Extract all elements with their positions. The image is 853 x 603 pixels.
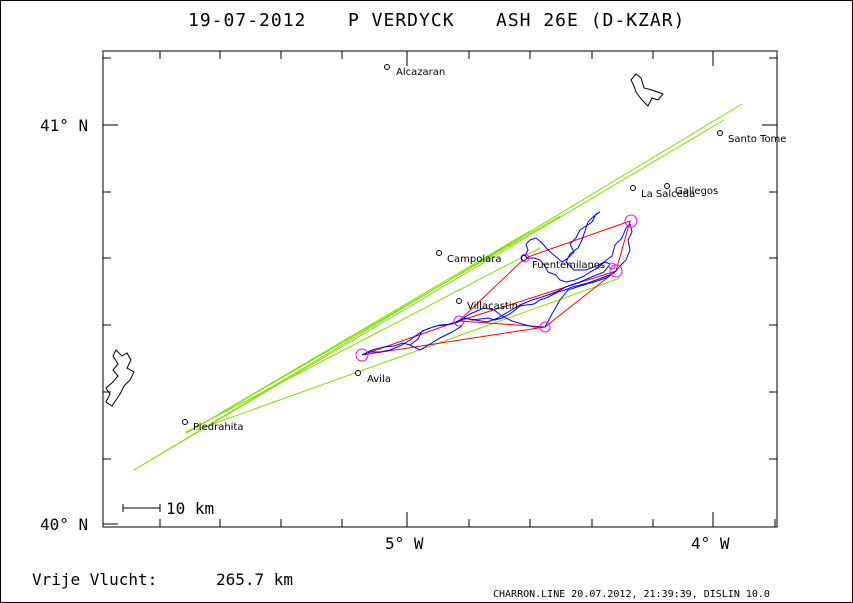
- place-avila: Avila: [355, 370, 391, 385]
- svg-text:La Salceda: La Salceda: [641, 189, 695, 200]
- turnpoint-3: [539, 321, 551, 333]
- turnpoint-4: [609, 264, 623, 278]
- place-piedrahita: Piedrahita: [182, 419, 244, 433]
- place-la-salceda: La Salceda: [630, 185, 695, 200]
- place-santo-tome: Santo Tome: [717, 130, 786, 145]
- scale-bar-label: 10 km: [166, 499, 214, 518]
- distance-label: Vrije Vlucht:: [32, 570, 157, 589]
- lon-label-5w: 5° W: [385, 534, 424, 553]
- place-gallegos: Gallegos: [664, 183, 718, 197]
- svg-text:Piedrahita: Piedrahita: [193, 422, 244, 433]
- place-campolara: Campolara: [436, 250, 501, 265]
- plot-area: [102, 50, 778, 528]
- svg-text:Fuentemilanos: Fuentemilanos: [532, 260, 605, 271]
- svg-text:Santo Tome: Santo Tome: [728, 134, 786, 145]
- svg-text:Campolara: Campolara: [447, 254, 501, 265]
- turnpoint-5: [624, 214, 638, 228]
- glide-lines: [133, 103, 743, 471]
- turnpoint-2: [453, 315, 465, 327]
- left-ticks: [103, 57, 118, 525]
- svg-text:Gallegos: Gallegos: [675, 186, 718, 197]
- top-ticks: [159, 51, 714, 66]
- lon-label-4w: 4° W: [691, 534, 730, 553]
- lat-label-40: 40° N: [40, 515, 88, 534]
- flight-track: [361, 211, 633, 356]
- place-alcazaran: Alcazaran: [384, 64, 445, 78]
- bottom-ticks: [102, 512, 776, 527]
- turnpoint-7: [608, 262, 616, 270]
- svg-text:Alcazaran: Alcazaran: [396, 67, 445, 78]
- right-ticks: [762, 57, 777, 460]
- svg-text:Avila: Avila: [367, 374, 391, 385]
- task-legs: [361, 220, 631, 356]
- lat-label-41: 41° N: [40, 116, 88, 135]
- place-fuentemilanos: Fuentemilanos: [521, 255, 605, 271]
- distance-value: 265.7 km: [216, 570, 293, 589]
- pilot-name: P VERDYCK: [348, 10, 455, 31]
- flight-date: 19-07-2012: [188, 10, 306, 31]
- turnpoint-start: [355, 348, 369, 362]
- place-villacastin: Villacastin: [456, 298, 518, 312]
- reservoir-outline-ne: [630, 73, 664, 107]
- turnpoints: [355, 214, 638, 362]
- credit-line: CHARRON.LINE 20.07.2012, 21:39:39, DISLI…: [493, 589, 770, 600]
- scale-bar: 10 km: [122, 499, 214, 518]
- svg-text:Villacastin: Villacastin: [467, 301, 518, 312]
- glider-name: ASH 26E (D-KZAR): [496, 10, 685, 31]
- reservoir-outline-w: [105, 349, 135, 407]
